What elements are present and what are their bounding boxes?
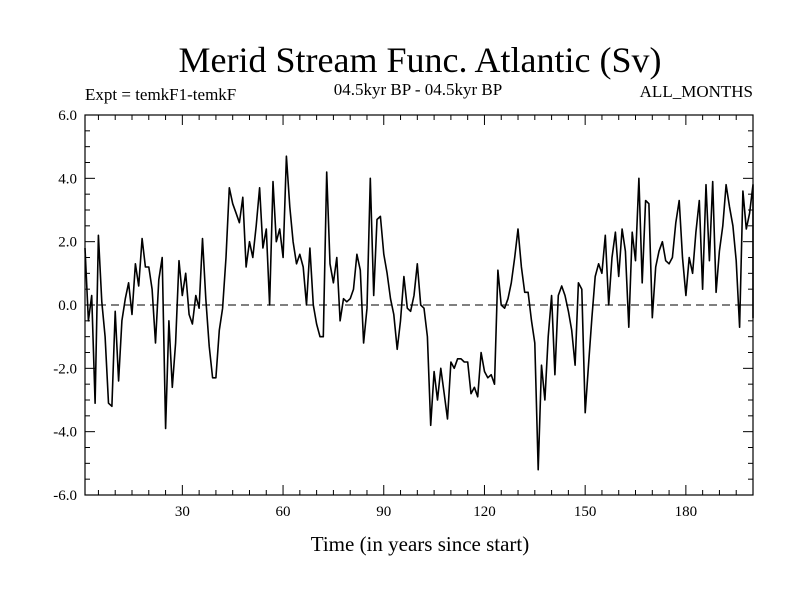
plot-area: 30 60 90 120 150 180 -6.0 -4.0 -2.0 0.0 2.0 4.0 6.0 — [53, 108, 754, 520]
x-tick-label: 180 — [675, 504, 698, 520]
x-tick-label: 60 — [276, 504, 291, 520]
series-line — [84, 155, 754, 471]
axis-tick-labels: 30 60 90 120 150 180 -6.0 -4.0 -2.0 0.0 2.0 4.0 6.0 — [53, 108, 697, 520]
y-tick-label: 4.0 — [58, 171, 77, 187]
y-tick-label: 2.0 — [58, 235, 77, 251]
x-tick-label: 120 — [473, 504, 496, 520]
chart-title: Merid Stream Func. Atlantic (Sv) — [179, 40, 662, 80]
y-tick-label: -2.0 — [53, 361, 77, 377]
y-tick-label: -4.0 — [53, 425, 77, 441]
y-tick-label: -6.0 — [53, 488, 77, 504]
x-axis-label: Time (in years since start) — [311, 532, 530, 556]
x-tick-label: 30 — [175, 504, 190, 520]
experiment-label: Expt = temkF1-temkF — [85, 85, 236, 104]
y-tick-label: 0.0 — [58, 298, 77, 314]
y-tick-label: 6.0 — [58, 108, 77, 124]
x-tick-label: 90 — [376, 504, 391, 520]
x-tick-label: 150 — [574, 504, 597, 520]
months-label: ALL_MONTHS — [640, 82, 753, 101]
axis-ticks — [85, 114, 753, 496]
period-label: 04.5kyr BP - 04.5kyr BP — [334, 80, 502, 99]
